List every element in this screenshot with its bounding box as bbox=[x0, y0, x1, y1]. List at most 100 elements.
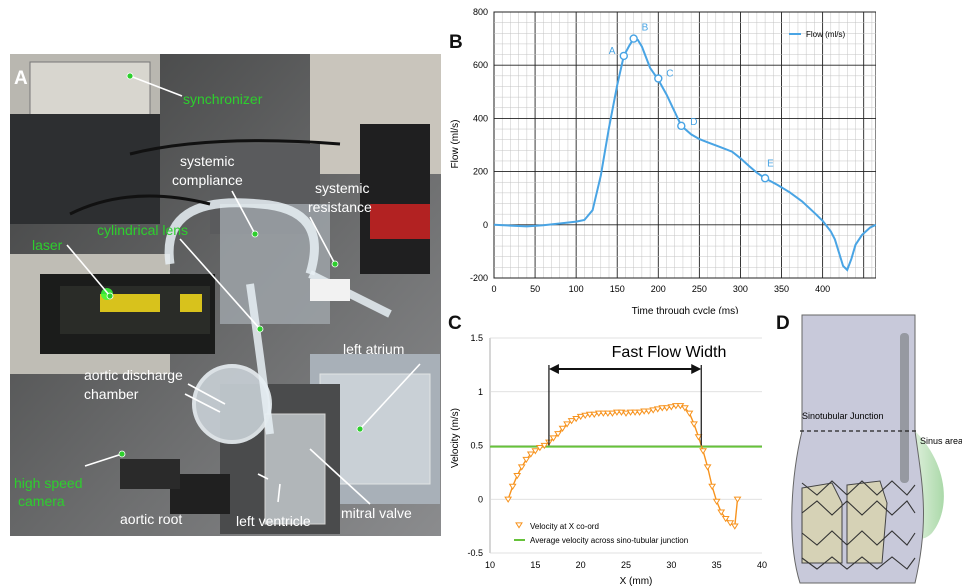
velocity-point bbox=[726, 520, 735, 527]
velocity-point bbox=[681, 405, 689, 412]
velocity-point bbox=[733, 496, 742, 503]
panel-c-letter: C bbox=[448, 313, 462, 334]
velocity-point bbox=[572, 416, 581, 423]
velocity-point bbox=[721, 516, 730, 523]
velocity-point bbox=[653, 406, 662, 413]
velocity-point bbox=[608, 410, 617, 417]
flow-series-line bbox=[493, 37, 876, 272]
label-systemic-compliance-1: systemic bbox=[180, 153, 234, 169]
flow-point-label-c: C bbox=[666, 69, 673, 80]
label-cylindrical-lens: cylindrical lens bbox=[97, 222, 188, 238]
velocity-chart: 10 15 20 25 30 35 40 -0.5 0 0.5 1 1.5 X (mm) Veloci… bbox=[450, 333, 767, 587]
velocity-point bbox=[662, 405, 671, 412]
velocity-point bbox=[549, 435, 558, 442]
fast-flow-width-annotation bbox=[548, 364, 702, 446]
label-left-ventricle: left ventricle bbox=[236, 513, 311, 529]
label-left-atrium: left atrium bbox=[343, 341, 404, 357]
flow-y-tick: 0 bbox=[483, 220, 488, 230]
velocity-point bbox=[699, 448, 707, 455]
flow-point-a bbox=[619, 51, 628, 61]
velocity-point bbox=[517, 464, 526, 471]
velocity-point bbox=[540, 442, 549, 450]
velocity-y-tick: 1 bbox=[478, 387, 483, 397]
flow-legend: Flow (ml/s) bbox=[789, 30, 845, 39]
flow-x-tick: 350 bbox=[774, 284, 789, 294]
velocity-x-tick: 40 bbox=[757, 560, 767, 570]
flow-point-label-a: A bbox=[609, 46, 616, 57]
velocity-point bbox=[603, 410, 612, 417]
flow-chart: 0 50 100 150 200 250 300 350 400-200020040060080… bbox=[450, 7, 876, 314]
flow-plot-area bbox=[493, 11, 876, 279]
fast-flow-width-label: Fast Flow Width bbox=[612, 344, 727, 361]
sinotubular-junction-label: Sinotubular Junction bbox=[802, 411, 884, 421]
velocity-point bbox=[581, 412, 590, 420]
flow-x-tick: 300 bbox=[733, 284, 748, 294]
label-systemic-resistance-2: resistance bbox=[308, 199, 372, 215]
flow-chart-ylabel: Flow (ml/s) bbox=[450, 120, 461, 169]
flow-point-b bbox=[629, 34, 638, 43]
velocity-point bbox=[631, 409, 639, 416]
velocity-point bbox=[649, 407, 658, 414]
label-aortic-root: aortic root bbox=[120, 511, 182, 527]
velocity-x-tick: 35 bbox=[712, 560, 722, 570]
label-synchronizer: synchronizer bbox=[183, 91, 263, 107]
velocity-point bbox=[685, 410, 694, 417]
label-mitral-valve: mitral valve bbox=[341, 505, 412, 521]
velocity-series-line bbox=[507, 405, 739, 528]
velocity-point bbox=[558, 425, 567, 432]
flow-point-label-e: E bbox=[767, 158, 774, 169]
velocity-point bbox=[531, 448, 540, 455]
velocity-point bbox=[708, 483, 717, 490]
velocity-legend-label-1: Velocity at X co-ord bbox=[530, 522, 599, 531]
velocity-point bbox=[730, 523, 739, 530]
label-systemic-compliance-2: compliance bbox=[172, 172, 243, 188]
flow-point-c bbox=[654, 74, 663, 83]
panel-d-letter: D bbox=[776, 313, 790, 334]
velocity-x-tick: 20 bbox=[576, 560, 586, 570]
velocity-point bbox=[576, 413, 585, 421]
velocity-y-tick: 0 bbox=[478, 494, 483, 504]
velocity-point bbox=[690, 421, 698, 428]
velocity-point bbox=[585, 411, 594, 418]
flow-x-tick: 250 bbox=[692, 284, 707, 294]
label-laser: laser bbox=[32, 237, 63, 253]
flow-y-tick: -200 bbox=[470, 273, 488, 283]
flow-legend-label: Flow (ml/s) bbox=[806, 30, 845, 39]
velocity-point bbox=[590, 411, 599, 418]
velocity-chart-xlabel: X (mm) bbox=[620, 576, 653, 587]
valve-jet-shadow bbox=[900, 333, 909, 483]
velocity-point bbox=[613, 409, 621, 416]
velocity-point bbox=[703, 464, 712, 471]
flow-x-tick: 50 bbox=[530, 284, 540, 294]
label-high-speed: high speed bbox=[14, 475, 83, 491]
flow-point-d bbox=[677, 121, 686, 131]
velocity-point bbox=[667, 404, 676, 411]
flow-y-tick: 200 bbox=[473, 167, 488, 177]
velocity-point bbox=[694, 434, 703, 441]
velocity-point bbox=[535, 445, 544, 452]
flow-point-label-b: B bbox=[642, 23, 649, 34]
velocity-point bbox=[640, 408, 649, 415]
flow-y-tick: 400 bbox=[473, 113, 488, 123]
velocity-point bbox=[508, 483, 517, 490]
velocity-point bbox=[671, 403, 680, 410]
flow-x-tick: 100 bbox=[569, 284, 584, 294]
velocity-x-tick: 30 bbox=[666, 560, 676, 570]
flow-x-tick: 0 bbox=[491, 284, 496, 294]
velocity-y-tick: 0.5 bbox=[470, 441, 483, 451]
fast-flow-arrowhead-left bbox=[548, 364, 559, 374]
velocity-point bbox=[717, 509, 726, 516]
fast-flow-arrowhead-right bbox=[691, 364, 702, 374]
velocity-point bbox=[522, 456, 531, 464]
label-camera: camera bbox=[18, 493, 65, 509]
velocity-point bbox=[622, 410, 630, 417]
velocity-point bbox=[504, 496, 513, 503]
flow-y-tick: 800 bbox=[473, 7, 488, 17]
panel-a-letter: A bbox=[14, 68, 28, 89]
flow-chart-xlabel: Time through cycle (ms) bbox=[632, 306, 739, 314]
velocity-point bbox=[644, 408, 653, 415]
panel-a: synchronizer systemic compliance systemi… bbox=[10, 54, 441, 536]
label-systemic-resistance-1: systemic bbox=[315, 180, 369, 196]
flow-point-label-d: D bbox=[690, 117, 697, 128]
flow-point-e bbox=[760, 174, 770, 183]
